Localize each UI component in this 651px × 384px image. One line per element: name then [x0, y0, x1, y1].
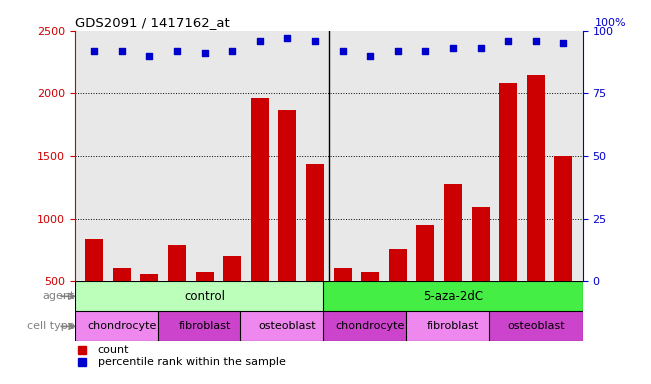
- Bar: [527, 74, 545, 281]
- Text: percentile rank within the sample: percentile rank within the sample: [98, 357, 286, 367]
- Text: 5-aza-2dC: 5-aza-2dC: [423, 290, 483, 303]
- Bar: [279, 110, 296, 281]
- Bar: [555, 156, 572, 281]
- Bar: [417, 225, 434, 281]
- Bar: [406, 311, 500, 341]
- Y-axis label: 100%: 100%: [595, 18, 626, 28]
- Bar: [361, 272, 379, 281]
- Point: [255, 38, 265, 44]
- Point: [420, 48, 430, 54]
- Bar: [444, 184, 462, 281]
- Text: fibroblast: fibroblast: [178, 321, 230, 331]
- Bar: [223, 256, 241, 281]
- Point: [199, 50, 210, 56]
- Bar: [324, 311, 417, 341]
- Text: control: control: [184, 290, 225, 303]
- Bar: [158, 311, 251, 341]
- Text: osteoblast: osteoblast: [258, 321, 316, 331]
- Point: [503, 38, 514, 44]
- Bar: [113, 268, 131, 281]
- Text: cell type: cell type: [27, 321, 75, 331]
- Bar: [471, 207, 490, 281]
- Bar: [489, 311, 583, 341]
- Point: [310, 38, 320, 44]
- Bar: [306, 164, 324, 281]
- Bar: [240, 311, 334, 341]
- Point: [144, 53, 154, 59]
- Point: [117, 48, 127, 54]
- Bar: [168, 245, 186, 281]
- Point: [365, 53, 376, 59]
- Point: [558, 40, 568, 46]
- Bar: [75, 311, 169, 341]
- Point: [393, 48, 403, 54]
- Point: [531, 38, 541, 44]
- Bar: [195, 272, 214, 281]
- Point: [89, 48, 100, 54]
- Text: count: count: [98, 344, 129, 354]
- Point: [282, 35, 292, 41]
- Point: [448, 45, 458, 51]
- Bar: [141, 275, 158, 281]
- Text: fibroblast: fibroblast: [427, 321, 479, 331]
- Bar: [499, 83, 517, 281]
- Text: chondrocyte: chondrocyte: [87, 321, 156, 331]
- Point: [227, 48, 238, 54]
- Point: [475, 45, 486, 51]
- Bar: [85, 239, 103, 281]
- Bar: [389, 249, 407, 281]
- Point: [172, 48, 182, 54]
- Bar: [333, 268, 352, 281]
- Text: chondrocyte: chondrocyte: [335, 321, 405, 331]
- Point: [337, 48, 348, 54]
- Bar: [75, 281, 334, 311]
- Text: GDS2091 / 1417162_at: GDS2091 / 1417162_at: [75, 16, 230, 29]
- Text: agent: agent: [42, 291, 75, 301]
- Bar: [324, 281, 583, 311]
- Bar: [251, 98, 269, 281]
- Text: osteoblast: osteoblast: [507, 321, 564, 331]
